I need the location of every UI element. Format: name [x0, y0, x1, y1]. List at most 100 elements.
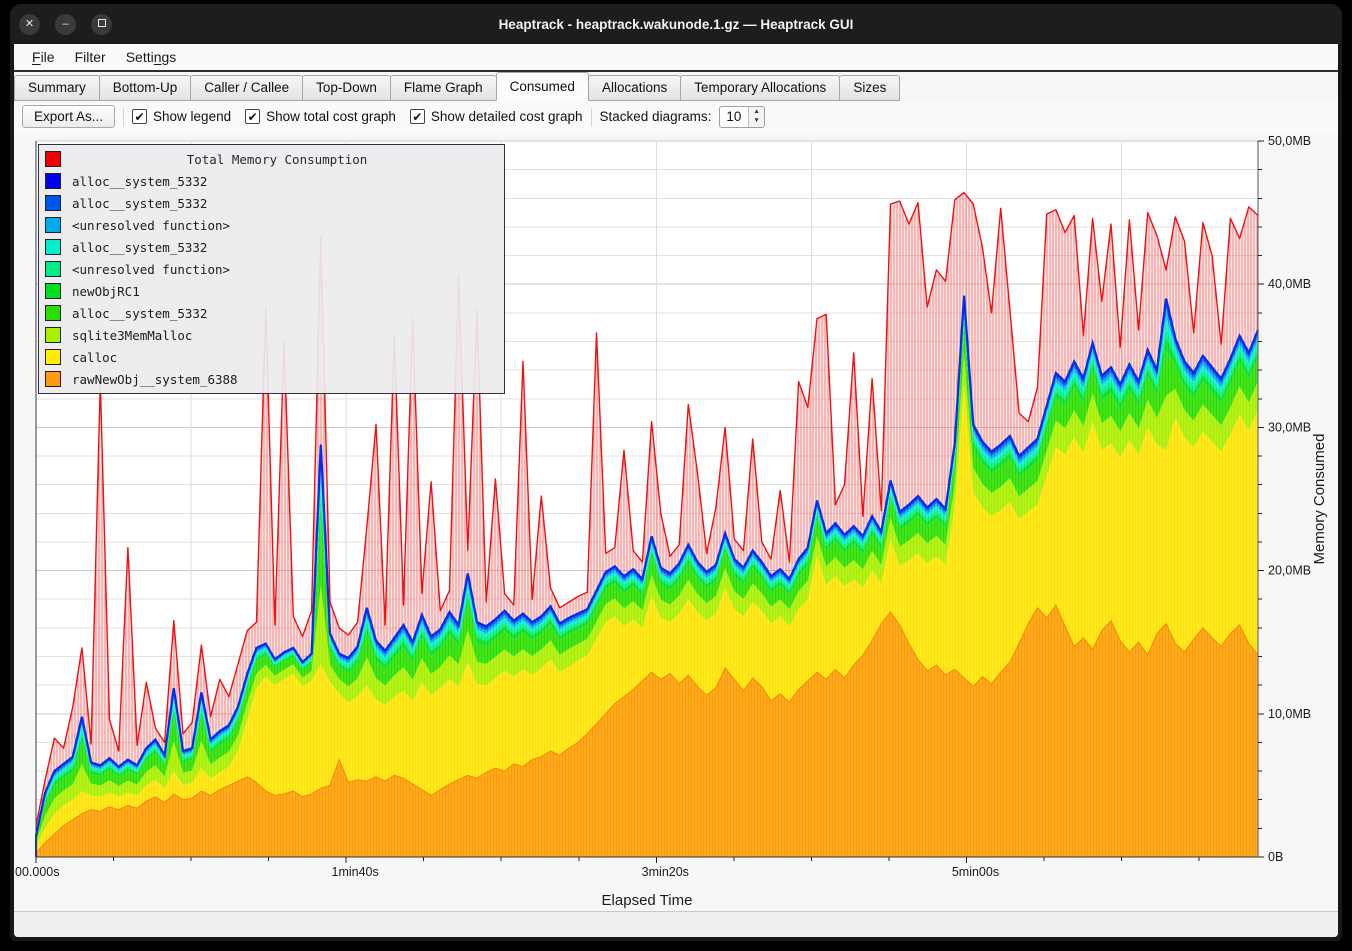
checkbox-box[interactable]: ✔	[409, 109, 425, 124]
band-total	[36, 192, 1258, 836]
checkbox-show-total-cost-graph[interactable]: ✔ Show total cost graph	[245, 109, 396, 124]
legend-swatch	[45, 239, 61, 255]
window-content: File Filter Settings Summary Bottom-Up Calle…	[14, 44, 1338, 937]
legend-swatch	[45, 283, 61, 299]
legend-swatch	[45, 261, 61, 277]
legend-item-label: calloc	[72, 349, 118, 365]
checkbox-box[interactable]: ✔	[245, 109, 261, 124]
legend-item-label: alloc__system_5332	[72, 239, 208, 255]
legend-swatch	[45, 151, 61, 167]
legend-swatch	[45, 327, 61, 343]
menu-item-file[interactable]: File	[32, 49, 55, 65]
stacked-diagrams-stepper[interactable]: 10 ▲ ▼	[719, 105, 765, 128]
checkbox-show-detailed-cost-graph[interactable]: ✔ Show detailed cost graph	[409, 109, 583, 124]
x-tick-label: 3min20s	[642, 865, 689, 879]
checkbox-label: Show total cost graph	[266, 109, 396, 124]
blue-line	[34, 295, 1260, 836]
band-calloc	[36, 384, 1258, 853]
toolbar-checkboxes: ✔ Show legend ✔ Show total cost graph ✔ Show …	[132, 109, 583, 124]
tab-bar: Summary Bottom-Up Caller / Callee Top-Down F…	[14, 72, 1338, 101]
tab-sizes[interactable]: Sizes	[839, 75, 901, 101]
app-window: ✕ – Heaptrack - heaptrack.wakunode.1.gz …	[10, 4, 1342, 941]
legend-item-label: alloc__system_5332	[72, 173, 208, 189]
toolbar: Export As... ✔ Show legend ✔ Show total cos…	[14, 101, 1338, 132]
orange-edge	[35, 603, 1259, 854]
tab-temporary-allocations[interactable]: Temporary Allocations	[680, 75, 841, 101]
legend-swatch	[45, 349, 61, 365]
legend-swatch	[45, 195, 61, 211]
y-tick-label: 30,0MB	[1268, 420, 1311, 434]
legend-item: sqlite3MemMalloc	[39, 324, 504, 346]
tab-allocations[interactable]: Allocations	[587, 75, 682, 101]
legend-item: <unresolved function>	[39, 258, 504, 280]
stacked-diagrams-value: 10	[726, 108, 742, 124]
tab-consumed[interactable]: Consumed	[495, 72, 589, 101]
x-axis-title: Elapsed Time	[602, 892, 693, 909]
export-as-button[interactable]: Export As...	[22, 105, 116, 128]
tab-caller-callee[interactable]: Caller / Callee	[190, 75, 304, 101]
legend-item: rawNewObj__system_6388	[39, 368, 504, 390]
menu-bar: File Filter Settings	[14, 44, 1338, 70]
toolbar-separator	[123, 107, 125, 126]
y-axis-title: Memory Consumed	[1311, 434, 1328, 565]
minimize-icon[interactable]: –	[55, 13, 76, 35]
legend-item: <unresolved function>	[39, 214, 504, 236]
y-tick-label: 0B	[1268, 850, 1283, 864]
menu-separator	[14, 70, 1338, 72]
legend-item-label: <unresolved function>	[72, 217, 231, 233]
legend-swatch	[45, 371, 61, 387]
maximize-glyph	[97, 18, 106, 27]
chart-area: 00.000s 1min40s 3min20s 5min00s 0B 10,0MB 20,0…	[14, 132, 1338, 911]
stacked-diagrams-label: Stacked diagrams:	[599, 109, 712, 124]
legend-item-label: alloc__system_5332	[72, 305, 208, 321]
y-tick-label: 50,0MB	[1268, 134, 1311, 148]
legend-swatch	[45, 217, 61, 233]
band-green-blue-1	[36, 325, 1258, 842]
menu-item-settings[interactable]: Settings	[125, 49, 177, 65]
menu-item-filter[interactable]: Filter	[74, 49, 106, 65]
tab-flame-graph[interactable]: Flame Graph	[389, 75, 497, 101]
toolbar-separator-2	[590, 107, 592, 126]
stepper-up-icon[interactable]: ▲	[753, 107, 760, 115]
tab-top-down[interactable]: Top-Down	[302, 75, 391, 101]
x-tick-label: 5min00s	[952, 865, 999, 879]
band-rawnewobj	[36, 605, 1258, 857]
stepper-down-icon[interactable]: ▼	[753, 116, 760, 124]
checkbox-box[interactable]: ✔	[132, 109, 148, 124]
legend-item: alloc__system_5332	[39, 236, 504, 258]
tab-bottom-up[interactable]: Bottom-Up	[98, 75, 192, 101]
close-icon[interactable]: ✕	[19, 13, 40, 35]
legend-item-label: alloc__system_5332	[72, 195, 208, 211]
legend-swatch	[45, 173, 61, 189]
memory-chart[interactable]: 00.000s 1min40s 3min20s 5min00s 0B 10,0MB 20,0…	[14, 132, 1338, 911]
x-tick-label: 00.000s	[15, 865, 59, 879]
title-bar: ✕ – Heaptrack - heaptrack.wakunode.1.gz …	[10, 4, 1342, 44]
legend-item-label: sqlite3MemMalloc	[72, 327, 193, 343]
window-title: Heaptrack - heaptrack.wakunode.1.gz — He…	[498, 16, 854, 32]
legend-item: newObjRC1	[39, 280, 504, 302]
stepper-buttons: ▲ ▼	[748, 106, 764, 127]
legend-item-label: newObjRC1	[72, 283, 140, 299]
total-line	[35, 191, 1259, 826]
legend-title: Total Memory Consumption	[186, 151, 368, 167]
tab-summary[interactable]: Summary	[14, 75, 100, 101]
legend-swatch	[45, 305, 61, 321]
y-tick-label: 20,0MB	[1268, 564, 1311, 578]
legend-item: alloc__system_5332	[39, 302, 504, 324]
y-tick-label: 10,0MB	[1268, 707, 1311, 721]
y-tick-label: 40,0MB	[1268, 277, 1311, 291]
checkbox-label: Show legend	[153, 109, 232, 124]
maximize-icon[interactable]	[91, 13, 112, 35]
checkbox-label: Show detailed cost graph	[430, 109, 583, 124]
legend-item: alloc__system_5332	[39, 170, 504, 192]
status-bar	[14, 911, 1338, 937]
legend-title-row: Total Memory Consumption	[39, 148, 504, 170]
chart-legend: Total Memory Consumption alloc__system_53…	[38, 144, 505, 394]
checkbox-show-legend[interactable]: ✔ Show legend	[132, 109, 231, 124]
legend-item-label: rawNewObj__system_6388	[72, 371, 238, 387]
legend-item-label: <unresolved function>	[72, 261, 231, 277]
legend-item: calloc	[39, 346, 504, 368]
legend-item: alloc__system_5332	[39, 192, 504, 214]
x-tick-label: 1min40s	[332, 865, 379, 879]
band-green-blue-0	[36, 352, 1258, 846]
